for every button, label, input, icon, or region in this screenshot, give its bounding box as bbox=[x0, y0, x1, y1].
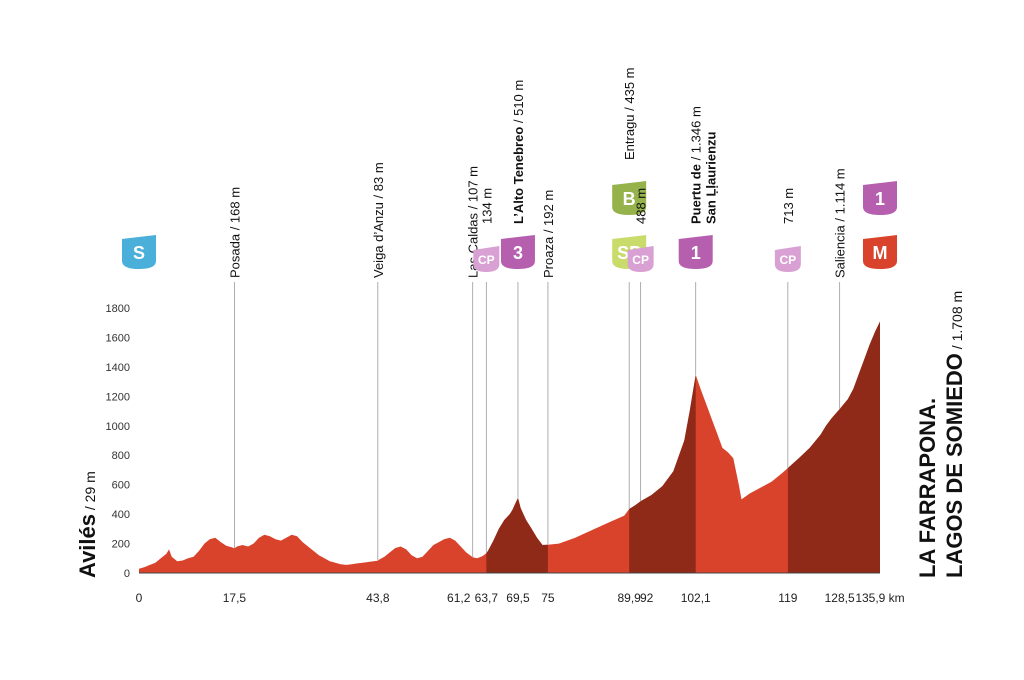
secondary-badge: B bbox=[612, 181, 647, 215]
cp-badge-label: CP bbox=[478, 253, 495, 267]
place-label: Posada / 168 m bbox=[227, 187, 242, 278]
finish-name: LA FARRAPONA. bbox=[915, 398, 940, 578]
start-altitude: / 29 m bbox=[82, 471, 98, 514]
start-badge: S bbox=[122, 235, 156, 269]
climb-badge-shape bbox=[678, 235, 713, 269]
x-tick-label: 89,9 bbox=[618, 591, 642, 605]
place-label: L’Alto Tenebreo / 510 m bbox=[511, 80, 526, 224]
finish-badge-label: M bbox=[873, 243, 888, 263]
place-altitude: / 1.346 m bbox=[689, 106, 704, 164]
place-name: Proaza bbox=[541, 236, 556, 278]
cp-badge: CP bbox=[774, 246, 801, 272]
secondary-badge-shape bbox=[863, 181, 897, 215]
x-tick-label: 102,1 bbox=[681, 591, 711, 605]
x-tick-label: 17,5 bbox=[223, 591, 247, 605]
finish-badge: M bbox=[863, 235, 897, 269]
place-altitude: / 168 m bbox=[227, 187, 242, 234]
cp-badge-label: CP bbox=[780, 253, 797, 267]
finish-badge-shape bbox=[863, 235, 897, 269]
climb-badge-label: 1 bbox=[691, 243, 701, 263]
place-name-line2: San Ḷḷaurienzu bbox=[704, 131, 719, 224]
y-tick-label: 1600 bbox=[106, 332, 130, 344]
secondary-badge-label: 1 bbox=[875, 189, 885, 209]
x-tick-label: 135,9 km bbox=[855, 591, 904, 605]
place-altitude: / 192 m bbox=[541, 190, 556, 237]
start-badge-label: S bbox=[133, 243, 145, 263]
climb-segment bbox=[486, 497, 548, 573]
cp-badge-shape bbox=[627, 246, 654, 272]
climb-segment bbox=[787, 321, 880, 573]
place-altitude: / 107 m bbox=[466, 166, 481, 213]
y-tick-label: 0 bbox=[124, 568, 130, 580]
finish-label-line1: LA FARRAPONA. bbox=[915, 398, 940, 578]
y-tick-label: 1000 bbox=[106, 421, 130, 433]
x-tick-label: 75 bbox=[541, 591, 555, 605]
climb-badge-label: 3 bbox=[513, 243, 523, 263]
climb-badge-shape bbox=[500, 235, 535, 269]
x-tick-label: 61,2 bbox=[447, 591, 471, 605]
secondary-badge-label: B bbox=[623, 189, 636, 209]
secondary-badge-shape bbox=[612, 181, 647, 215]
place-label: Veiga d’Anzu / 83 m bbox=[371, 162, 386, 278]
finish-altitude: / 1.708 m bbox=[949, 291, 965, 353]
cp-badge: CP bbox=[627, 246, 654, 272]
y-tick-label: 400 bbox=[112, 509, 130, 521]
x-tick-label: 69,5 bbox=[506, 591, 530, 605]
place-label: Puertu de / 1.346 m bbox=[689, 106, 704, 224]
place-altitude: / 1.114 m bbox=[833, 168, 848, 225]
place-name: Puertu de bbox=[689, 164, 704, 224]
place-label: 134 m bbox=[479, 188, 494, 224]
place-altitude: 488 m bbox=[634, 188, 649, 224]
place-label: Entragu / 435 m bbox=[622, 67, 637, 160]
place-name: Saliencia bbox=[833, 224, 848, 278]
cp-badge-shape bbox=[473, 246, 500, 272]
finish-label-line2: LAGOS DE SOMIEDO / 1.708 m bbox=[942, 291, 967, 578]
start-badge-shape bbox=[122, 235, 156, 269]
place-altitude: 134 m bbox=[479, 188, 494, 224]
finish-name-2: LAGOS DE SOMIEDO bbox=[942, 353, 967, 578]
cp-badge-shape bbox=[774, 246, 801, 272]
y-tick-label: 1200 bbox=[106, 391, 130, 403]
climb-badge: 3 bbox=[500, 235, 535, 269]
x-tick-label: 43,8 bbox=[366, 591, 390, 605]
place-altitude: / 510 m bbox=[511, 80, 526, 127]
place-label: 713 m bbox=[781, 188, 796, 224]
place-label: Saliencia / 1.114 m bbox=[833, 168, 848, 278]
y-tick-label: 200 bbox=[112, 539, 130, 551]
x-tick-label: 128,5 bbox=[825, 591, 855, 605]
cp-badge: CP bbox=[473, 246, 500, 272]
y-tick-label: 1400 bbox=[106, 362, 130, 374]
place-name: L’Alto Tenebreo bbox=[511, 127, 526, 224]
place-name: Posada bbox=[227, 233, 242, 278]
climb-segment bbox=[629, 374, 696, 573]
x-tick-label: 92 bbox=[640, 591, 654, 605]
x-tick-label: 0 bbox=[136, 591, 143, 605]
cp-badge-label: CP bbox=[632, 253, 649, 267]
place-name: Veiga d’Anzu bbox=[371, 202, 386, 278]
x-tick-label: 119 bbox=[778, 591, 797, 605]
start-name: Avilés bbox=[75, 514, 100, 578]
x-tick-label: 63,7 bbox=[475, 591, 499, 605]
place-altitude: 713 m bbox=[781, 188, 796, 224]
climb-badge: 1 bbox=[678, 235, 713, 269]
start-label: Avilés / 29 m bbox=[75, 471, 100, 578]
y-tick-label: 800 bbox=[112, 450, 130, 462]
y-tick-label: 600 bbox=[112, 480, 130, 492]
place-name: Entragu bbox=[622, 114, 637, 160]
secondary-badge: 1 bbox=[863, 181, 897, 215]
y-tick-label: 1800 bbox=[106, 303, 130, 315]
place-label: Proaza / 192 m bbox=[541, 190, 556, 278]
place-label: 488 m bbox=[634, 188, 649, 224]
place-altitude: / 435 m bbox=[622, 67, 637, 114]
place-altitude: / 83 m bbox=[371, 162, 386, 202]
